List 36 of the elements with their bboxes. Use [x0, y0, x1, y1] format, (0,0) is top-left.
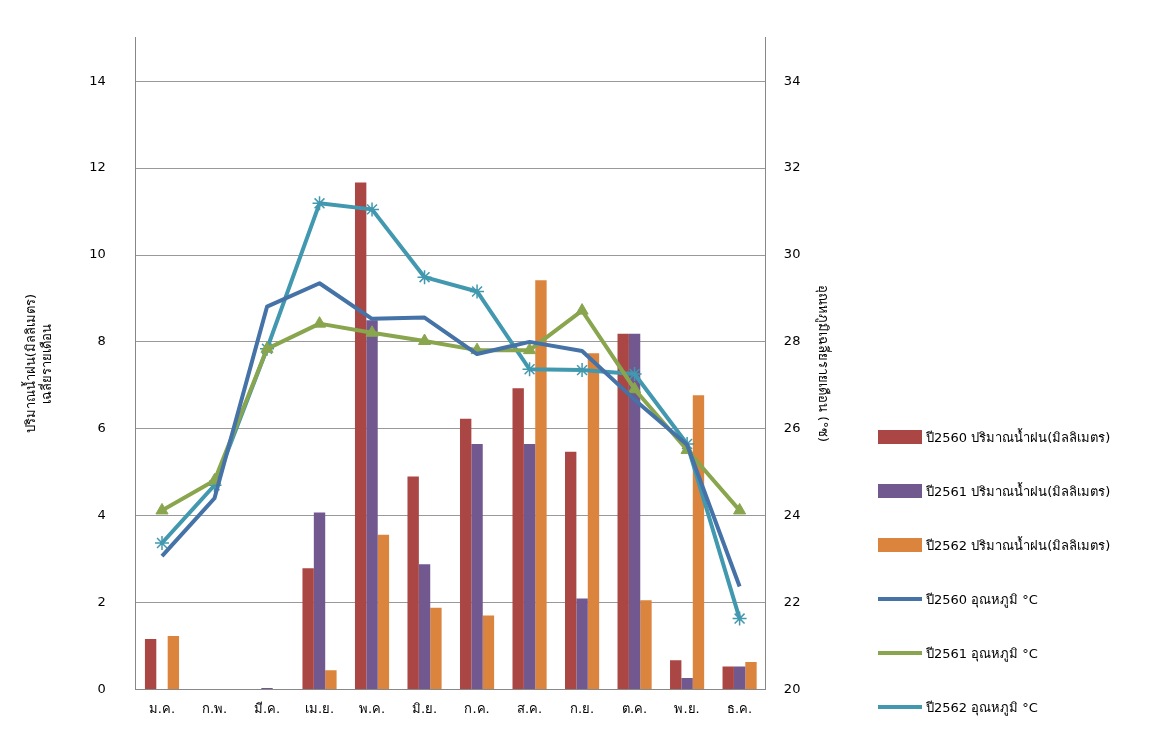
- y2-tick-label: 30: [783, 246, 801, 262]
- x-tick-label: เม.ย.: [304, 700, 335, 716]
- y2-tick-label: 34: [783, 72, 801, 88]
- y-axis-title: ปริมาณน้ำฝน(มิลลิเมตร) เฉลี่ยรายเดือน: [21, 294, 54, 434]
- x-tick-label: ก.ค.: [464, 700, 490, 716]
- y-tick-label: 14: [89, 72, 106, 88]
- legend-label: ปี2560 อุณหภูมิ °C: [926, 590, 1038, 610]
- y2-axis-title: อุณหภูมิเฉลี่ยรายเดือน (°ซ): [814, 285, 832, 442]
- y-tick-label: 8: [97, 333, 106, 349]
- y2-tick-label: 28: [783, 333, 801, 349]
- y-tick-label: 12: [89, 159, 106, 175]
- y-tick-label: 6: [97, 420, 106, 436]
- x-tick-label: มี.ค.: [253, 700, 281, 716]
- legend-label: ปี2560 ปริมาณน้ำฝน(มิลลิเมตร): [926, 427, 1111, 447]
- y-tick-label: 2: [97, 593, 106, 609]
- x-tick-label: พ.ค.: [358, 700, 386, 716]
- legend-label: ปี2561 อุณหภูมิ °C: [926, 644, 1038, 664]
- y-tick-label: 4: [97, 507, 106, 523]
- x-tick-label: ม.ค.: [148, 700, 176, 716]
- y-tick-label: 10: [89, 246, 106, 262]
- legend-label: ปี2562 อุณหภูมิ °C: [926, 698, 1038, 718]
- x-tick-label: ก.ย.: [569, 700, 595, 716]
- x-tick-label: ธ.ค.: [726, 700, 753, 716]
- legend-label: ปี2561 ปริมาณน้ำฝน(มิลลิเมตร): [926, 481, 1111, 501]
- x-tick-label: ก.พ.: [201, 700, 228, 716]
- y2-tick-label: 24: [783, 507, 801, 523]
- y2-tick-label: 32: [783, 159, 801, 175]
- y2-tick-label: 20: [783, 680, 801, 696]
- y2-tick-label: 22: [783, 593, 801, 609]
- y2-tick-label: 26: [783, 420, 801, 436]
- x-tick-label: พ.ย.: [674, 700, 700, 716]
- y-tick-label: 0: [97, 680, 106, 696]
- x-tick-label: ส.ค.: [516, 700, 543, 716]
- x-tick-label: ต.ค.: [621, 700, 648, 716]
- legend-label: ปี2562 ปริมาณน้ำฝน(มิลลิเมตร): [926, 535, 1111, 555]
- x-tick-label: มิ.ย.: [411, 700, 438, 716]
